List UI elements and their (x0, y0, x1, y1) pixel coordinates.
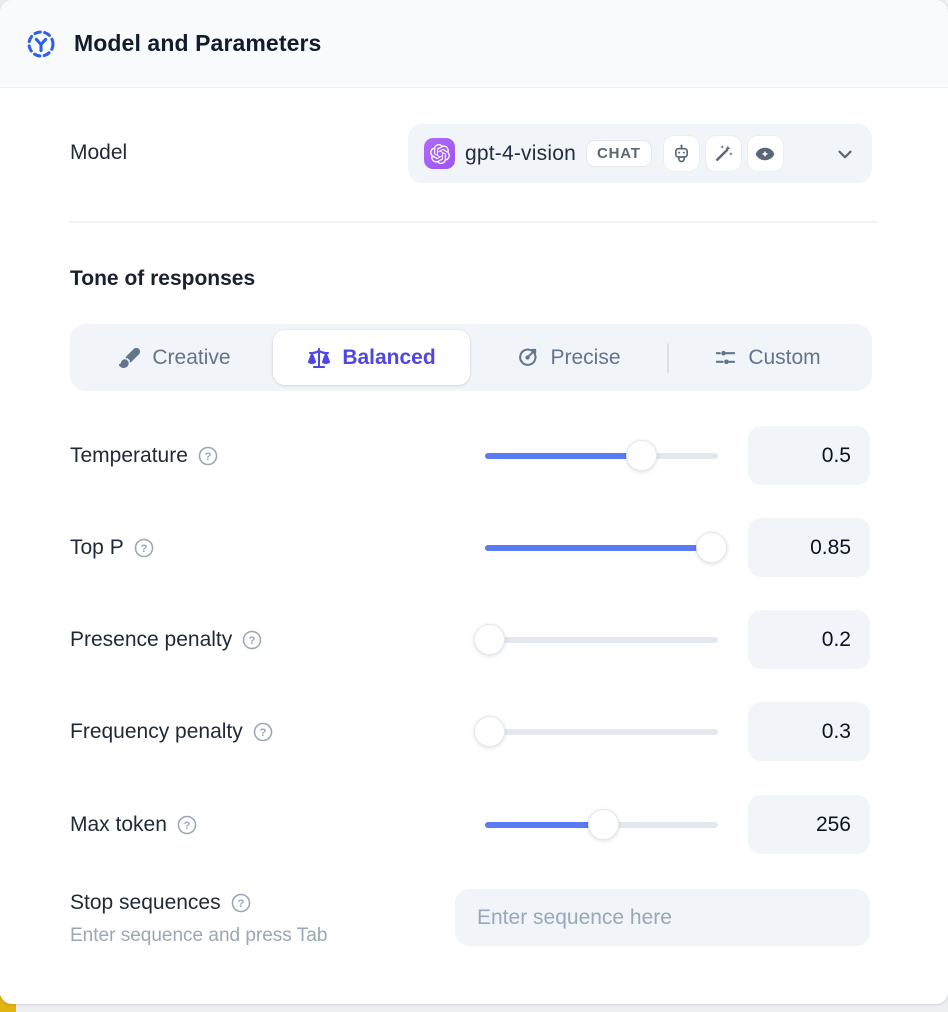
param-row-frequency-penalty: Frequency penalty ? 0.3 (0, 702, 948, 761)
tone-segmented-control: Creative Balanced (70, 324, 872, 391)
sliders-icon (714, 346, 737, 369)
presence-penalty-slider[interactable] (474, 610, 718, 669)
help-icon[interactable]: ? (252, 721, 274, 743)
selected-model-name: gpt-4-vision (465, 141, 576, 165)
param-label: Max token (70, 812, 167, 836)
tone-option-precise[interactable]: Precise (470, 330, 667, 385)
tone-option-label: Balanced (342, 345, 436, 369)
param-row-max-token: Max token ? 256 (0, 795, 948, 854)
panel-header: Model and Parameters (0, 0, 948, 88)
panel-title: Model and Parameters (74, 30, 322, 56)
param-row-temperature: Temperature ? 0.5 (0, 426, 948, 485)
frequency-penalty-slider[interactable] (474, 702, 718, 761)
svg-text:?: ? (140, 542, 147, 554)
tone-option-label: Creative (152, 345, 231, 369)
frequency-penalty-value: 0.3 (748, 702, 870, 761)
scale-icon (307, 346, 331, 370)
presence-penalty-value: 0.2 (748, 610, 870, 669)
section-divider (70, 221, 878, 223)
slider-thumb[interactable] (474, 624, 506, 655)
slider-thumb[interactable] (588, 809, 620, 840)
robot-icon (663, 136, 699, 171)
temperature-value: 0.5 (748, 426, 870, 485)
param-label: Temperature (70, 443, 188, 467)
svg-text:?: ? (204, 450, 211, 462)
param-label: Presence penalty (70, 627, 233, 651)
slider-thumb[interactable] (474, 716, 506, 747)
vision-eye-icon (747, 136, 783, 171)
wand-sparkles-icon (705, 136, 741, 171)
brush-icon (118, 346, 141, 369)
param-label: Frequency penalty (70, 719, 243, 743)
tone-option-creative[interactable]: Creative (76, 330, 273, 385)
help-icon[interactable]: ? (230, 892, 252, 914)
model-select-dropdown[interactable]: gpt-4-vision CHAT (408, 124, 872, 183)
svg-text:?: ? (259, 726, 266, 738)
stop-sequences-label-group: Stop sequences ? (70, 891, 252, 915)
target-arrow-icon (516, 346, 539, 369)
top-p-slider[interactable] (485, 518, 727, 577)
help-icon[interactable]: ? (197, 445, 219, 467)
tone-option-label: Precise (550, 345, 621, 369)
top-p-value: 0.85 (748, 518, 870, 577)
stop-sequences-label: Stop sequences (70, 891, 221, 914)
svg-text:?: ? (183, 819, 190, 831)
tone-option-custom[interactable]: Custom (669, 330, 866, 385)
param-label: Top P (70, 535, 124, 559)
slider-thumb[interactable] (695, 532, 727, 563)
param-row-top-p: Top P ? 0.85 (0, 518, 948, 577)
max-token-slider[interactable] (485, 795, 718, 854)
tone-option-balanced[interactable]: Balanced (273, 330, 470, 385)
param-row-presence-penalty: Presence penalty ? 0.2 (0, 610, 948, 669)
slider-thumb[interactable] (625, 440, 657, 471)
svg-text:?: ? (237, 898, 244, 910)
svg-text:?: ? (249, 634, 256, 646)
stop-sequences-hint: Enter sequence and press Tab (70, 925, 328, 946)
openai-logo-icon (424, 138, 455, 169)
chevron-down-icon (834, 143, 856, 165)
tone-heading: Tone of responses (70, 267, 256, 290)
model-hub-icon (24, 27, 58, 61)
temperature-slider[interactable] (485, 426, 718, 485)
max-token-value: 256 (748, 795, 870, 854)
segment-divider (667, 342, 669, 373)
model-mode-badge: CHAT (585, 140, 652, 167)
model-capability-chips (663, 136, 783, 171)
tone-option-label: Custom (748, 345, 821, 369)
help-icon[interactable]: ? (241, 629, 263, 651)
help-icon[interactable]: ? (176, 814, 198, 836)
stop-sequences-input[interactable] (455, 889, 870, 946)
help-icon[interactable]: ? (133, 537, 155, 559)
model-label: Model (70, 141, 128, 164)
